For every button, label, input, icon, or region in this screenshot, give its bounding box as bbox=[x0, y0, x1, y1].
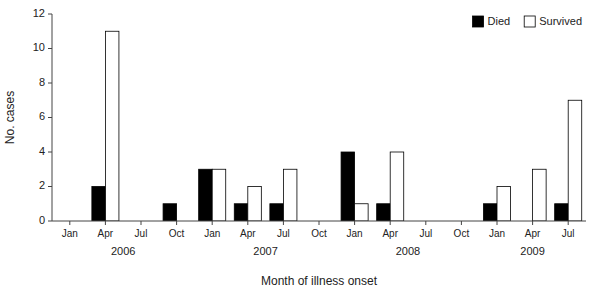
x-tick-label: Oct bbox=[169, 228, 185, 239]
bar bbox=[105, 31, 119, 221]
bar bbox=[248, 187, 262, 222]
x-tick bbox=[354, 221, 355, 225]
y-tick bbox=[48, 14, 52, 15]
annotation: 2008 bbox=[396, 245, 420, 257]
legend-label: Died bbox=[488, 15, 511, 27]
bar bbox=[355, 204, 369, 221]
legend: Died Survived bbox=[473, 15, 582, 27]
bar bbox=[555, 204, 569, 221]
y-tick-label: 8 bbox=[39, 76, 45, 88]
x-tick bbox=[141, 221, 142, 225]
x-tick bbox=[497, 221, 498, 225]
legend-label: Survived bbox=[539, 15, 582, 27]
x-tick-label: Apr bbox=[525, 228, 541, 239]
x-tick-label: Jan bbox=[204, 228, 220, 239]
y-tick-label: 12 bbox=[33, 7, 45, 19]
x-tick-label: Oct bbox=[454, 228, 470, 239]
y-tick bbox=[48, 186, 52, 187]
bar bbox=[212, 169, 226, 221]
bar bbox=[92, 187, 106, 222]
y-tick bbox=[48, 83, 52, 84]
x-tick-label: Jan bbox=[347, 228, 363, 239]
annotation: 2007 bbox=[253, 245, 277, 257]
bar bbox=[533, 169, 547, 221]
y-tick-label: 6 bbox=[39, 110, 45, 122]
x-tick-label: Jul bbox=[562, 228, 575, 239]
x-tick-label: Jan bbox=[62, 228, 78, 239]
bar bbox=[341, 152, 355, 221]
legend-swatch bbox=[473, 16, 484, 27]
bar bbox=[199, 169, 213, 221]
x-tick-label: Apr bbox=[98, 228, 114, 239]
x-tick bbox=[247, 221, 248, 225]
y-tick-label: 10 bbox=[33, 41, 45, 53]
x-tick-label: Jul bbox=[419, 228, 432, 239]
bar bbox=[483, 204, 497, 221]
y-tick bbox=[48, 117, 52, 118]
x-tick-label: Jul bbox=[277, 228, 290, 239]
y-tick bbox=[48, 48, 52, 49]
annotation: 2006 bbox=[111, 245, 135, 257]
x-tick bbox=[461, 221, 462, 225]
y-axis bbox=[52, 14, 53, 221]
legend-item: Survived bbox=[524, 15, 582, 27]
bar bbox=[270, 204, 284, 221]
legend-swatch bbox=[524, 16, 535, 27]
x-tick bbox=[283, 221, 284, 225]
bar bbox=[377, 204, 391, 221]
x-tick bbox=[319, 221, 320, 225]
annotation: 2009 bbox=[520, 245, 544, 257]
bar bbox=[390, 152, 404, 221]
x-tick-label: Apr bbox=[240, 228, 256, 239]
bar bbox=[234, 204, 248, 221]
x-tick bbox=[425, 221, 426, 225]
bar bbox=[568, 100, 582, 221]
x-tick bbox=[390, 221, 391, 225]
x-tick bbox=[176, 221, 177, 225]
y-tick-label: 4 bbox=[39, 145, 45, 157]
bar bbox=[163, 204, 177, 221]
x-tick-label: Jul bbox=[135, 228, 148, 239]
x-tick bbox=[532, 221, 533, 225]
bar bbox=[283, 169, 297, 221]
x-tick-label: Oct bbox=[311, 228, 327, 239]
y-tick-label: 2 bbox=[39, 179, 45, 191]
bar bbox=[497, 187, 511, 222]
x-tick bbox=[568, 221, 569, 225]
y-tick-label: 0 bbox=[39, 214, 45, 226]
legend-item: Died bbox=[473, 15, 511, 27]
y-tick bbox=[48, 221, 52, 222]
x-tick bbox=[69, 221, 70, 225]
y-tick bbox=[48, 152, 52, 153]
x-tick-label: Jan bbox=[489, 228, 505, 239]
x-tick-label: Apr bbox=[382, 228, 398, 239]
x-tick bbox=[105, 221, 106, 225]
x-tick bbox=[212, 221, 213, 225]
bars bbox=[92, 31, 582, 221]
x-axis-label: Month of illness onset bbox=[261, 274, 378, 288]
y-axis-label: No. cases bbox=[3, 91, 17, 144]
chart: 0 2 4 6 8 10 12 Jan Apr Jul Oct Jan Apr Jul Oct Jan Apr J… bbox=[0, 0, 600, 293]
